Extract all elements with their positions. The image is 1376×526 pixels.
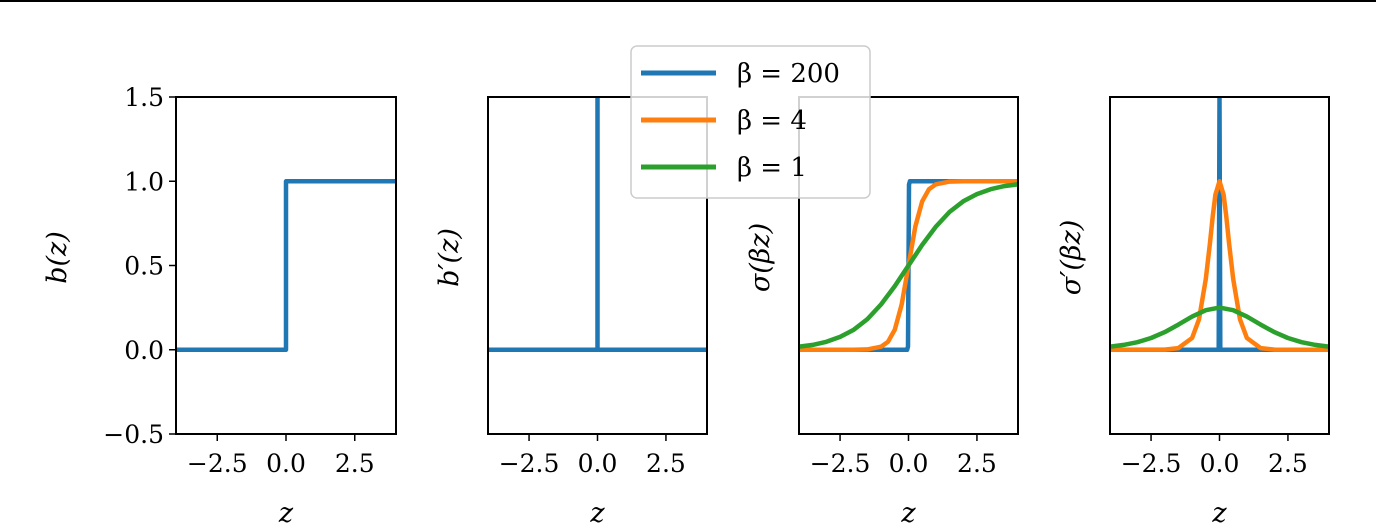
x-tick-label: 2.5 [646,449,686,478]
x-tick-label: 2.5 [335,449,375,478]
y-tick-label: −0.5 [103,420,164,449]
series-group [1110,97,1329,353]
x-tick-label: −2.5 [810,449,871,478]
y-tick-label: 0.0 [124,336,164,365]
series-line-3 [799,182,1018,349]
x-tick-label: 2.5 [1268,449,1308,478]
y-axis-label: b′(z) [434,228,465,287]
x-tick-label: 0.0 [266,449,306,478]
x-axis-label: z [1211,498,1227,526]
x-tick-label: 0.0 [889,449,929,478]
y-axis-label: σ′(βz) [1056,220,1087,295]
x-axis-label: z [900,498,916,526]
x-tick-label: −2.5 [187,449,248,478]
x-tick-label: 2.5 [957,449,997,478]
series-line-1 [176,179,396,353]
y-tick-label: 1.5 [124,83,164,112]
panel-1: −2.5 0.0 2.5 −0.5 0.0 0.5 1.0 1.5 z b(z) [42,83,397,526]
top-rule [0,0,1376,2]
series-line-1 [488,97,707,353]
y-axis-label: b(z) [42,231,73,284]
legend-label-3: β = 1 [737,153,807,183]
series-group [488,97,707,353]
series-group [176,179,396,353]
series-line-2 [1110,179,1329,353]
x-tick-label: −2.5 [499,449,560,478]
x-tick-label: −2.5 [1121,449,1182,478]
panel-4: −2.5 0.0 2.5 z σ′(βz) [1056,96,1330,526]
legend: β = 200 β = 4 β = 1 [630,45,871,199]
legend-label-1: β = 200 [737,59,840,89]
series-line-3 [1110,305,1329,349]
x-tick-label: 0.0 [578,449,618,478]
x-axis-label: z [589,498,605,526]
y-tick-label: 1.0 [124,167,164,196]
series-group [799,179,1018,353]
legend-label-2: β = 4 [737,106,807,136]
y-axis-label: σ(βz) [745,223,776,292]
y-tick-label: 0.5 [124,252,164,281]
panel-2: −2.5 0.0 2.5 z b′(z) [434,96,708,526]
x-tick-label: 0.0 [1200,449,1240,478]
series-line-1 [1110,97,1329,353]
x-axis-label: z [278,498,294,526]
legend-box [630,45,871,199]
panel-3: −2.5 0.0 2.5 z σ(βz) [745,96,1019,526]
